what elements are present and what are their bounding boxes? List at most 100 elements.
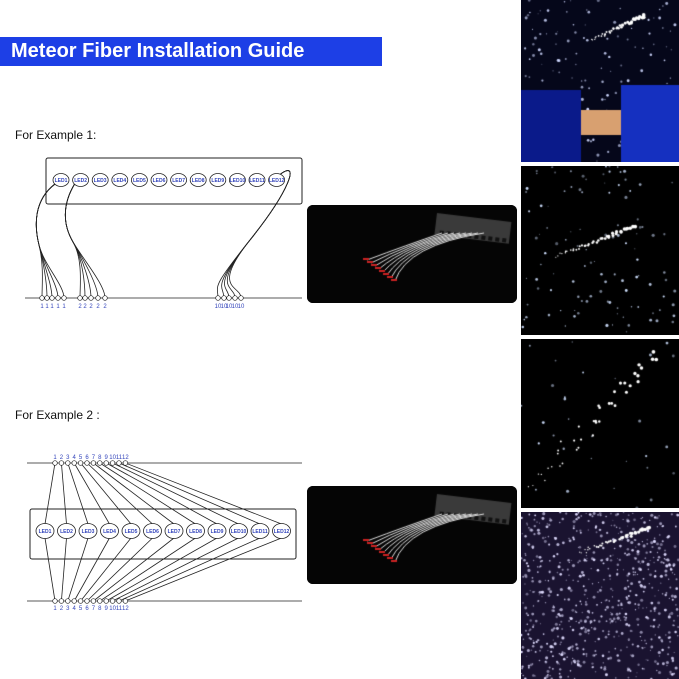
led-port	[111, 173, 129, 187]
fiber-line	[35, 183, 65, 299]
fiber-line	[86, 462, 153, 525]
led-label: LED2	[74, 178, 87, 184]
fiber-number: 9	[105, 455, 109, 461]
fiber-number: 7	[92, 606, 96, 612]
led-label: LED5	[133, 178, 146, 184]
fiber-number: 3	[66, 606, 70, 612]
led-label: LED1	[39, 529, 52, 535]
led-label: LED12	[269, 178, 285, 184]
led-port	[72, 173, 89, 187]
led-label: LED6	[146, 529, 159, 535]
fiber-end	[116, 598, 122, 604]
fiber-number: 2	[83, 304, 87, 310]
title-banner: Meteor Fiber Installation Guide	[0, 37, 382, 66]
fiber-end	[122, 598, 129, 604]
fiber-end	[116, 460, 122, 466]
fiber-end	[61, 295, 67, 301]
led-port	[121, 523, 141, 539]
fiber-number: 1	[50, 304, 54, 310]
led-label: LED8	[189, 529, 202, 535]
fiber-end	[97, 598, 103, 604]
led-box-photo-2	[307, 486, 517, 584]
fiber-line	[44, 537, 56, 602]
fiber-number: 12	[122, 455, 129, 461]
fiber-number: 2	[103, 304, 107, 310]
fiber-end	[109, 460, 116, 466]
fiber-number: 11	[116, 606, 123, 612]
fiber-line	[125, 462, 282, 525]
led-label: LED1	[55, 178, 68, 184]
fiber-end	[90, 598, 97, 604]
fiber-end	[65, 598, 71, 604]
fiber-end	[97, 460, 103, 466]
photo-meteor-diagonal	[521, 339, 679, 508]
fiber-line	[61, 537, 67, 602]
fiber-line	[125, 537, 282, 602]
photo-starry-ceiling	[521, 512, 679, 679]
led-label: LED3	[94, 178, 107, 184]
led-port	[248, 173, 266, 187]
fiber-end	[102, 295, 108, 301]
fiber-end	[122, 460, 129, 466]
fiber-end	[44, 295, 50, 301]
led-port	[57, 523, 76, 539]
fiber-line	[65, 183, 106, 299]
fiber-line	[99, 462, 196, 525]
fiber-end	[221, 295, 227, 301]
fiber-number: 5	[79, 455, 83, 461]
fiber-number: 2	[96, 304, 100, 310]
led-label: LED12	[274, 529, 290, 535]
fiber-number: 10	[215, 304, 222, 310]
led-label: LED10	[230, 178, 246, 184]
fiber-line	[67, 537, 89, 602]
fiber-line	[86, 537, 153, 602]
fiber-number: 1	[53, 455, 57, 461]
fiber-line	[112, 537, 239, 602]
led-box-photo-1	[307, 205, 517, 303]
fiber-number: 11	[116, 455, 123, 461]
led-label: LED7	[172, 178, 185, 184]
fiber-end	[77, 295, 83, 301]
fiber-number: 1	[53, 606, 57, 612]
fiber-line	[93, 537, 175, 602]
fiber-number: 2	[60, 606, 64, 612]
led-port	[268, 173, 286, 187]
fiber-end	[88, 295, 94, 301]
led-port	[91, 173, 109, 187]
fiber-line	[93, 462, 175, 525]
led-port	[189, 173, 207, 187]
fiber-line	[67, 462, 89, 525]
fiber-end	[55, 295, 61, 301]
fiber-number: 8	[98, 455, 102, 461]
fiber-number: 1	[40, 304, 44, 310]
fiber-number: 4	[73, 455, 77, 461]
fiber-end	[84, 460, 90, 466]
fiber-end	[52, 460, 58, 466]
led-port	[207, 523, 227, 539]
fiber-number: 12	[122, 606, 129, 612]
led-label: LED2	[60, 529, 73, 535]
fiber-line	[73, 537, 110, 602]
fiber-number: 10	[221, 304, 228, 310]
fiber-line	[106, 462, 218, 525]
fiber-end	[232, 295, 238, 301]
led-port	[209, 173, 227, 187]
led-label: LED3	[82, 529, 95, 535]
led-label: LED9	[211, 178, 224, 184]
led-label: LED6	[153, 178, 166, 184]
led-port	[150, 173, 168, 187]
fiber-end	[84, 598, 90, 604]
fiber-end	[215, 295, 221, 301]
led-port	[78, 523, 98, 539]
fiber-end	[52, 598, 58, 604]
fiber-line	[80, 537, 132, 602]
fiber-number: 10	[238, 304, 245, 310]
fiber-line	[229, 170, 291, 299]
fiber-end	[58, 598, 65, 604]
fiber-number: 10	[226, 304, 233, 310]
led-port	[164, 523, 184, 539]
led-port	[228, 173, 246, 187]
fiber-number: 7	[92, 455, 96, 461]
fiber-line	[106, 537, 218, 602]
